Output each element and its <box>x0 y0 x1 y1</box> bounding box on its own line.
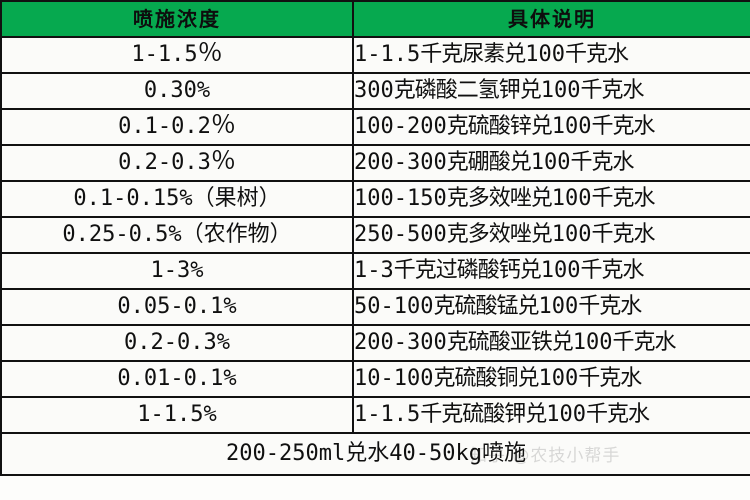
cell-concentration: 0.05-0.1% <box>0 288 354 326</box>
table-row: 1-1.5% 1-1.5千克硫酸钾兑100千克水 <box>0 396 750 434</box>
column-header-description-label: 具体说明 <box>508 7 596 31</box>
table-row: 0.1-0.2％ 100-200克硫酸锌兑100千克水 <box>0 108 750 146</box>
cell-concentration: 0.2-0.3％ <box>0 144 354 182</box>
cell-description: 50-100克硫酸锰兑100千克水 <box>352 288 750 326</box>
cell-description: 300克磷酸二氢钾兑100千克水 <box>352 72 750 110</box>
table-row: 0.2-0.3％ 200-300克硼酸兑100千克水 <box>0 144 750 182</box>
cell-concentration: 1-3% <box>0 252 354 290</box>
table-row: 0.01-0.1% 10-100克硫酸铜兑100千克水 <box>0 360 750 398</box>
cell-description: 100-200克硫酸锌兑100千克水 <box>352 108 750 146</box>
table-row: 1-1.5％ 1-1.5千克尿素兑100千克水 <box>0 36 750 74</box>
cell-concentration: 0.30% <box>0 72 354 110</box>
cell-description: 100-150克多效唑兑100千克水 <box>352 180 750 218</box>
cell-description: 1-3千克过磷酸钙兑100千克水 <box>352 252 750 290</box>
cell-concentration: 0.1-0.2％ <box>0 108 354 146</box>
cell-description: 10-100克硫酸铜兑100千克水 <box>352 360 750 398</box>
cell-concentration: 0.01-0.1% <box>0 360 354 398</box>
cell-description: 200-300克硫酸亚铁兑100千克水 <box>352 324 750 362</box>
footer-note: 200-250ml兑水40-50kg喷施 <box>0 432 750 476</box>
cell-description: 1-1.5千克硫酸钾兑100千克水 <box>352 396 750 434</box>
cell-description: 200-300克硼酸兑100千克水 <box>352 144 750 182</box>
spray-concentration-table: 喷施浓度 具体说明 1-1.5％ 1-1.5千克尿素兑100千克水 0.30% 300… <box>0 0 750 476</box>
table-row: 0.2-0.3% 200-300克硫酸亚铁兑100千克水 <box>0 324 750 362</box>
table-row: 0.30% 300克磷酸二氢钾兑100千克水 <box>0 72 750 110</box>
cell-concentration: 0.25-0.5%（农作物） <box>0 216 354 254</box>
column-header-concentration-label: 喷施浓度 <box>133 7 221 31</box>
table-row: 0.25-0.5%（农作物） 250-500克多效唑兑100千克水 <box>0 216 750 254</box>
cell-concentration: 1-1.5％ <box>0 36 354 74</box>
table-footer: 200-250ml兑水40-50kg喷施 <box>0 432 750 476</box>
cell-concentration: 1-1.5% <box>0 396 354 434</box>
column-header-concentration: 喷施浓度 <box>0 0 354 38</box>
table-row: 0.05-0.1% 50-100克硫酸锰兑100千克水 <box>0 288 750 326</box>
table-header-row: 喷施浓度 具体说明 <box>0 0 750 38</box>
table-body: 1-1.5％ 1-1.5千克尿素兑100千克水 0.30% 300克磷酸二氢钾兑100… <box>0 36 750 434</box>
column-header-description: 具体说明 <box>352 0 750 38</box>
cell-description: 1-1.5千克尿素兑100千克水 <box>352 36 750 74</box>
cell-concentration: 0.2-0.3% <box>0 324 354 362</box>
table-row: 0.1-0.15%（果树） 100-150克多效唑兑100千克水 <box>0 180 750 218</box>
footer-note-label: 200-250ml兑水40-50kg喷施 <box>226 441 526 466</box>
cell-description: 250-500克多效唑兑100千克水 <box>352 216 750 254</box>
table-footer-row: 200-250ml兑水40-50kg喷施 <box>0 432 750 476</box>
table-header: 喷施浓度 具体说明 <box>0 0 750 38</box>
table-row: 1-3% 1-3千克过磷酸钙兑100千克水 <box>0 252 750 290</box>
cell-concentration: 0.1-0.15%（果树） <box>0 180 354 218</box>
